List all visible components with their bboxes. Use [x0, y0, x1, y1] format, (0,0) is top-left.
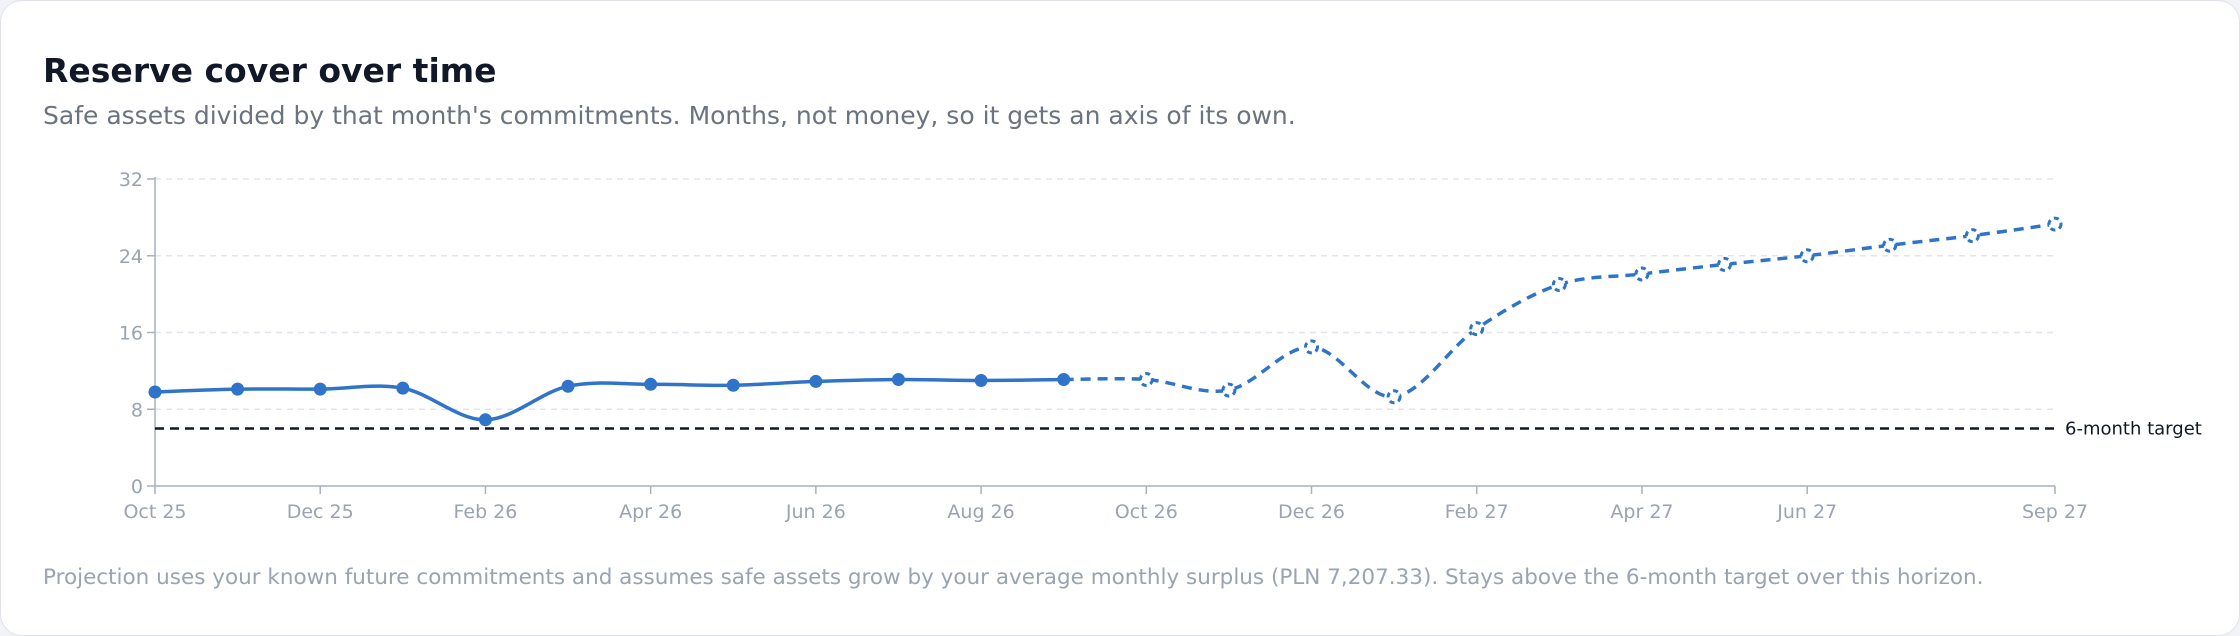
y-tick-label: 32 [119, 169, 143, 191]
projection-point [1138, 372, 1154, 388]
y-tick-label: 16 [119, 323, 143, 345]
actual-point [809, 374, 823, 388]
projection-point [1799, 248, 1815, 264]
projection-note: Projection uses your known future commit… [43, 565, 1984, 590]
actual-point [974, 373, 988, 387]
actual-point [644, 377, 658, 391]
projection-point [2047, 216, 2063, 232]
x-tick-label: Apr 26 [619, 501, 682, 523]
actual-point [478, 413, 492, 427]
projection-point [1304, 339, 1320, 355]
x-tick-label: Aug 26 [947, 501, 1014, 523]
x-tick-label: Feb 26 [454, 501, 518, 523]
actual-point [891, 373, 905, 387]
projection-point [1551, 277, 1567, 293]
projection-point [1386, 389, 1402, 405]
actual-point [396, 381, 410, 395]
actual-point [726, 378, 740, 392]
x-tick-label: Oct 25 [123, 501, 186, 523]
actual-series-line [154, 377, 1064, 422]
actual-point [231, 382, 245, 396]
y-tick-label: 8 [131, 399, 143, 421]
projection-point [1221, 382, 1237, 398]
projection-point [1469, 321, 1485, 337]
x-tick-label: Dec 26 [1278, 501, 1345, 523]
projection-point [1634, 266, 1650, 282]
x-tick-label: Feb 27 [1445, 501, 1509, 523]
actual-point [561, 379, 575, 393]
actual-point [148, 385, 162, 399]
x-tick-label: Sep 27 [2022, 501, 2088, 523]
projection-point [1882, 237, 1898, 253]
actual-point [313, 382, 327, 396]
target-line-label: 6-month target [2065, 418, 2202, 439]
chart-title: Reserve cover over time [43, 51, 497, 90]
x-tick-label: Apr 27 [1610, 501, 1673, 523]
projection-series-line [1063, 222, 2056, 399]
x-tick-label: Jun 27 [1776, 501, 1837, 523]
projection-point [1717, 256, 1733, 272]
projection-point [1964, 228, 1980, 244]
x-tick-label: Jun 26 [785, 501, 846, 523]
x-tick-label: Oct 26 [1115, 501, 1178, 523]
x-tick-label: Dec 25 [287, 501, 354, 523]
chart-subtitle: Safe assets divided by that month's comm… [43, 101, 1296, 130]
y-tick-label: 24 [119, 246, 143, 268]
y-tick-label: 0 [131, 476, 143, 498]
